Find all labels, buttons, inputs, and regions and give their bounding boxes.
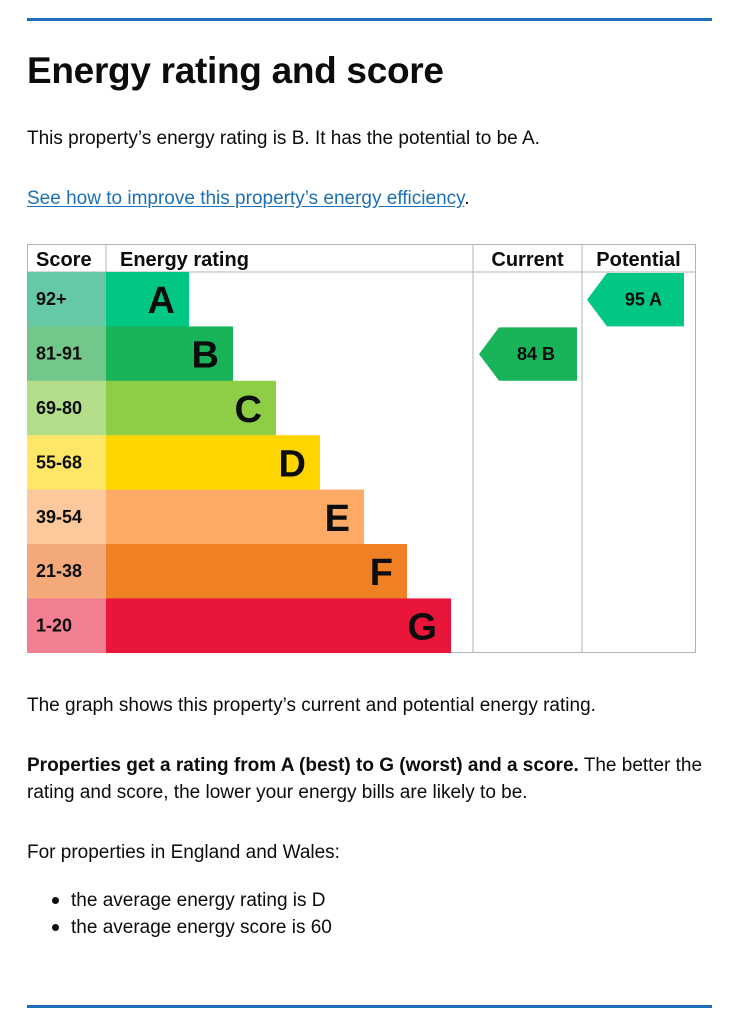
- header-current: Current: [491, 249, 564, 271]
- score-cell-d: [27, 435, 106, 491]
- score-range-e: 39-54: [36, 507, 82, 527]
- rating-bar-d: [106, 435, 320, 491]
- rating-letter-a: A: [148, 280, 175, 322]
- score-cell-c: [27, 380, 106, 436]
- improve-paragraph: See how to improve this property’s energ…: [27, 185, 707, 212]
- score-range-c: 69-80: [36, 398, 82, 418]
- current-rating-arrow: [479, 327, 577, 381]
- rating-bar-c: [106, 380, 276, 436]
- rating-letter-f: F: [370, 552, 393, 594]
- score-cell-a: [27, 272, 106, 327]
- potential-rating-value: 95 A: [625, 290, 662, 310]
- rating-bar-e: [106, 489, 364, 545]
- score-range-b: 81-91: [36, 344, 82, 364]
- rating-bar-a: [106, 272, 189, 327]
- regions-intro: For properties in England and Wales:: [27, 842, 340, 863]
- score-cell-g: [27, 598, 106, 653]
- ratings-explanation-bold: Properties get a rating from A (best) to…: [27, 755, 579, 776]
- improve-link-suffix: .: [464, 188, 470, 209]
- score-cell-b: [27, 326, 106, 382]
- header-score: Score: [36, 249, 92, 271]
- score-range-d: 55-68: [36, 452, 82, 472]
- rating-bar-g: [106, 598, 451, 653]
- rating-bar-b: [106, 326, 233, 382]
- rating-letter-d: D: [279, 443, 306, 485]
- rating-summary: This property’s energy rating is B. It h…: [27, 128, 540, 149]
- header-energy-rating: Energy rating: [120, 249, 249, 271]
- ratings-explanation-rest: The better the rating and score, the low…: [27, 755, 703, 803]
- current-rating-value: 84 B: [517, 344, 555, 364]
- score-range-f: 21-38: [36, 561, 82, 581]
- average-rating-item: the average energy rating is D: [27, 887, 332, 914]
- rating-letter-g: G: [407, 607, 437, 649]
- bottom-divider: [27, 1005, 712, 1008]
- header-potential: Potential: [596, 249, 680, 271]
- score-cell-e: [27, 489, 106, 545]
- rating-bar-f: [106, 544, 407, 599]
- score-cell-f: [27, 544, 106, 599]
- graph-explanation: The graph shows this property’s current …: [27, 695, 596, 716]
- page-title: Energy rating and score: [27, 50, 444, 91]
- averages-list: the average energy rating is D the avera…: [27, 887, 332, 941]
- rating-letter-b: B: [192, 335, 219, 377]
- rating-letter-e: E: [325, 498, 350, 540]
- score-range-a: 92+: [36, 289, 67, 309]
- potential-rating-arrow: [587, 273, 684, 327]
- energy-rating-chart: Score Energy rating Current Potential 92+ A 81…: [27, 244, 696, 653]
- rating-letter-c: C: [235, 389, 262, 431]
- top-divider: [27, 18, 712, 21]
- ratings-explanation: Properties get a rating from A (best) to…: [27, 752, 707, 806]
- score-range-g: 1-20: [36, 616, 72, 636]
- average-score-item: the average energy score is 60: [27, 914, 332, 941]
- improve-efficiency-link[interactable]: See how to improve this property’s energ…: [27, 188, 465, 209]
